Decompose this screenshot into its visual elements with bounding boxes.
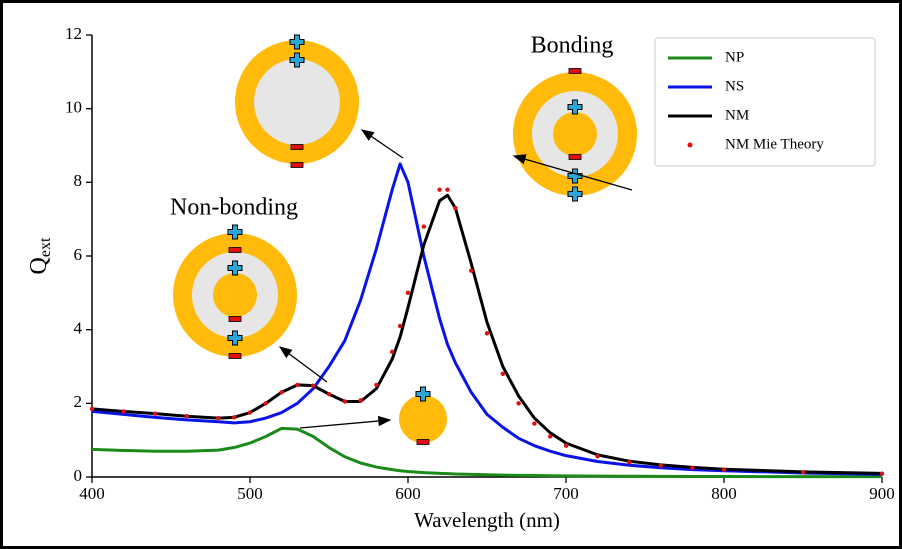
- legend-label: NM Mie Theory: [725, 136, 824, 152]
- x-tick-label: 600: [395, 484, 421, 503]
- x-tick-label: 800: [711, 484, 737, 503]
- data-point: [627, 460, 632, 465]
- data-point: [595, 454, 600, 459]
- data-point: [89, 406, 95, 412]
- y-tick-label: 4: [74, 319, 83, 338]
- data-point: [548, 434, 553, 439]
- data-point: [247, 410, 253, 415]
- ns-icon: [235, 34, 359, 168]
- line-series: [91, 193, 883, 475]
- legend-label: NS: [725, 78, 744, 94]
- data-point: [469, 268, 474, 273]
- bonding-icon: [513, 68, 637, 202]
- line-series: [91, 162, 883, 476]
- data-point: [216, 415, 221, 421]
- x-axis-label: Wavelength (nm): [414, 508, 560, 532]
- data-point: [358, 398, 363, 403]
- data-point: [263, 401, 268, 406]
- data-point: [445, 187, 450, 192]
- data-point: [184, 414, 189, 419]
- data-point: [879, 471, 885, 476]
- data-point: [326, 391, 332, 397]
- data-point: [421, 224, 426, 229]
- data-point: [563, 443, 569, 448]
- y-tick-label: 6: [74, 245, 83, 264]
- arrows: [278, 129, 633, 429]
- y-tick-label: 12: [65, 24, 82, 43]
- data-point: [153, 411, 158, 416]
- legend-label: NM: [725, 107, 749, 123]
- data-point: [374, 382, 379, 388]
- data-point: [397, 323, 403, 329]
- y-tick-label: 2: [74, 392, 83, 411]
- data-point: [342, 399, 347, 404]
- legend-label: NP: [725, 49, 744, 65]
- data-point: [311, 383, 316, 388]
- data-point: [453, 205, 458, 211]
- data-point: [658, 463, 663, 468]
- data-point: [721, 467, 727, 472]
- x-tick-label: 400: [79, 484, 105, 503]
- data-point: [500, 371, 505, 377]
- data-point: [121, 409, 126, 414]
- y-tick-label: 0: [74, 466, 83, 485]
- data-point: [516, 401, 521, 406]
- data-point: [295, 382, 300, 388]
- data-point: [532, 421, 537, 426]
- line-series: [91, 426, 882, 479]
- data-point: [405, 290, 411, 296]
- np-icon: [399, 386, 447, 445]
- x-tick-label: 700: [553, 484, 579, 503]
- annotation: Bonding: [531, 33, 614, 59]
- data-point: [800, 470, 806, 475]
- data-point: [390, 349, 395, 354]
- x-tick-label: 900: [869, 484, 895, 503]
- y-axis-label: Qext: [26, 237, 54, 274]
- nonbonding-icon: [173, 224, 297, 359]
- annotation: Non-bonding: [170, 195, 298, 221]
- y-tick-label: 10: [65, 98, 82, 117]
- data-point: [484, 331, 490, 336]
- data-point: [437, 187, 442, 192]
- y-tick-label: 8: [74, 171, 83, 190]
- legend-marker: [687, 142, 693, 148]
- legend-box: [654, 37, 876, 167]
- data-point: [690, 465, 695, 470]
- data-point: [279, 390, 284, 395]
- x-tick-label: 500: [237, 484, 263, 503]
- data-point: [232, 415, 237, 420]
